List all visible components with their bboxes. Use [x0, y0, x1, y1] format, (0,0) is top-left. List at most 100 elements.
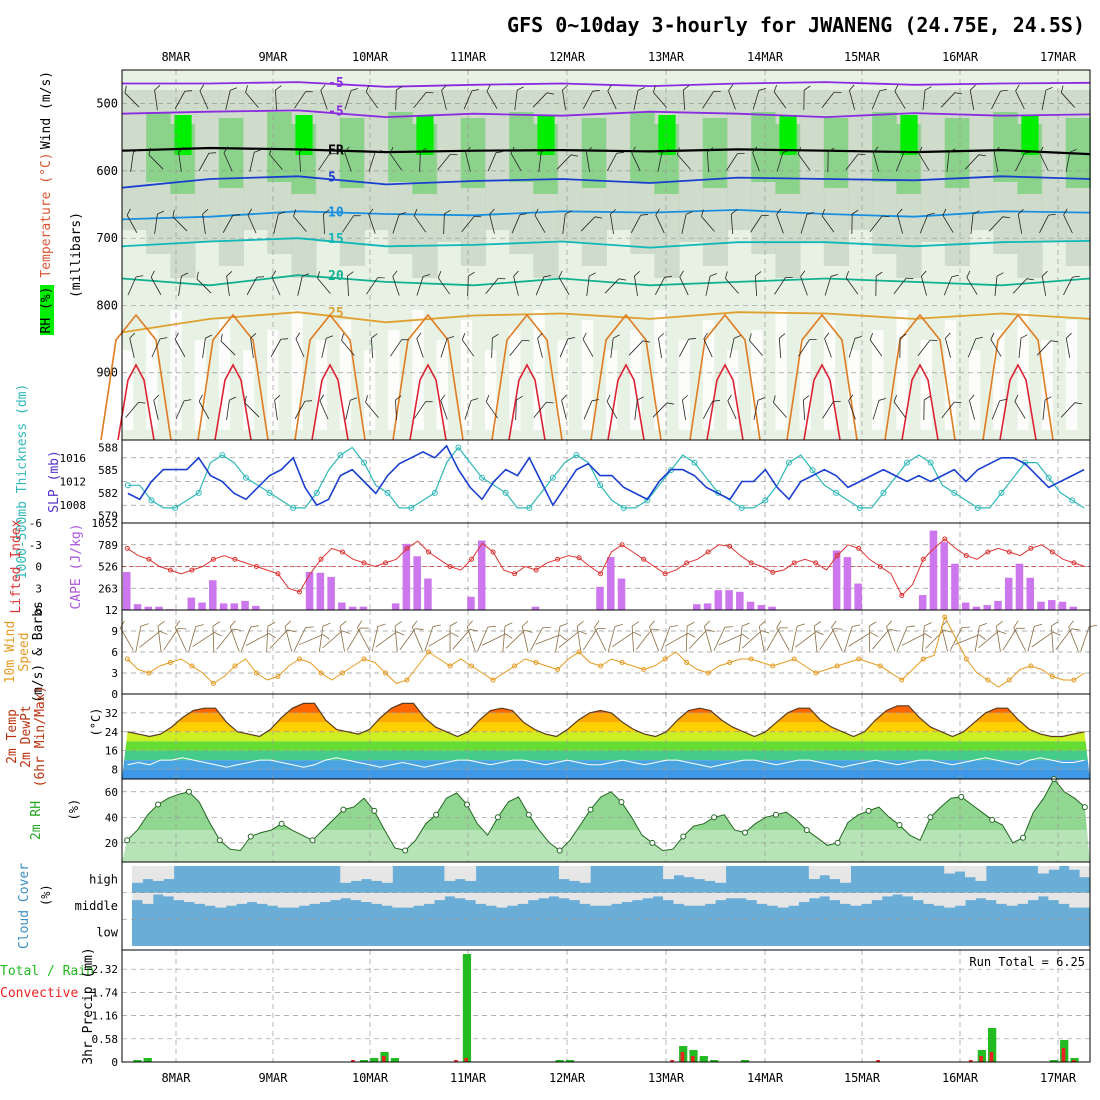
upper-wind-barb [269, 147, 283, 170]
barb-flag [776, 620, 782, 628]
barb-staff [1018, 338, 1022, 358]
cloud-gap-middle [996, 892, 1008, 904]
cloud-gap-middle [288, 892, 300, 908]
barb-staff [486, 91, 498, 109]
cloud-gap-middle [132, 892, 143, 901]
barb-staff [345, 400, 351, 420]
wind-speed-marker [404, 677, 410, 683]
upper-wind-barb [323, 209, 330, 235]
barb-flag [924, 86, 932, 91]
barb-flag [542, 626, 551, 629]
surface-wind-barb [703, 620, 712, 652]
barb-staff [266, 625, 269, 653]
barb-flag [395, 395, 402, 401]
surface-wind-barb [449, 621, 458, 652]
barb-staff [245, 92, 259, 108]
surface-wind-barb [872, 628, 898, 650]
upper-wind-barb [993, 146, 1000, 172]
rh2m-tick-1: 40 [105, 811, 118, 824]
upper-wind-barb [366, 277, 385, 295]
barb-staff [466, 626, 476, 652]
barb-staff [773, 402, 787, 418]
surface-wind-barb [766, 627, 788, 651]
surface-wind-barb [791, 623, 805, 652]
isotherm-label-2: FR [328, 143, 344, 158]
upper-wind-barb [437, 153, 458, 171]
rh-band-green [388, 112, 414, 182]
barb-staff [918, 153, 930, 171]
cloud-gap-middle [840, 892, 851, 904]
barb-flag [295, 332, 301, 340]
barb-staff [271, 276, 281, 296]
barb-flag [834, 628, 843, 630]
barb-flag [969, 394, 975, 401]
rh2m-marker [618, 798, 625, 805]
upper-wind-barb [630, 214, 648, 234]
barb-flag [220, 333, 223, 342]
upper-wind-barb [897, 208, 903, 234]
thickness-line [127, 446, 1085, 509]
upper-wind-barb [246, 276, 265, 295]
barb-flag [223, 146, 229, 154]
surface-wind-barb [738, 622, 750, 652]
cape-bar [1015, 563, 1024, 610]
barb-flag [305, 91, 313, 93]
cloud-gap-middle [788, 892, 799, 906]
barb-flag [894, 84, 899, 92]
isotherm-label-0: -5 [328, 76, 344, 91]
cloud-gap-middle [236, 892, 248, 904]
rh2m-marker [896, 821, 903, 828]
barb-flag [642, 340, 651, 343]
precip-total-bar [740, 1060, 750, 1062]
barb-flag [637, 396, 644, 401]
barb-flag [293, 209, 296, 217]
upper-wind-barb [178, 272, 189, 296]
rh2m-marker [649, 839, 656, 846]
upper-wind-barb [1065, 149, 1077, 172]
cloud-gap-middle [340, 892, 352, 899]
barb-staff [894, 91, 906, 109]
li-marker [447, 564, 453, 569]
barb-flag [474, 215, 482, 218]
upper-wind-barb [220, 333, 236, 356]
barb-flag [782, 149, 790, 153]
cape-bar [843, 557, 852, 610]
barb-staff [392, 276, 400, 296]
surface-wind-barb [886, 620, 896, 652]
surface-wind-barb [139, 631, 168, 648]
barb-flag [396, 85, 403, 91]
barb-staff [1063, 276, 1073, 296]
barb-staff [1080, 626, 1090, 652]
barb-flag [126, 208, 131, 216]
upper-wind-barb [821, 91, 842, 109]
rh-band-mid [606, 90, 632, 230]
isotherm-6 [121, 274, 1091, 287]
wind-speed-marker [210, 681, 216, 686]
cape-bar [359, 606, 368, 610]
upper-wind-barb [271, 270, 281, 296]
barb-staff [198, 401, 210, 419]
upper-wind-barb [679, 270, 689, 296]
barb-staff [246, 277, 258, 295]
li-marker [684, 560, 690, 566]
barb-flag [606, 394, 611, 402]
li-marker [318, 556, 324, 562]
barb-staff [845, 153, 859, 171]
upper-wind-barb [347, 271, 354, 297]
upper-wind-barb [851, 209, 859, 235]
barb-staff [682, 400, 686, 420]
barb-flag [686, 621, 695, 627]
barb-staff [178, 276, 182, 296]
cape-bar [1069, 606, 1078, 610]
barb-staff [800, 276, 808, 296]
barb-flag [342, 630, 351, 634]
barb-flag [341, 333, 344, 341]
temp-band-4 [122, 731, 1090, 742]
cape-bar [477, 540, 486, 610]
rh-clear-area [872, 330, 884, 430]
barb-staff [653, 92, 667, 108]
rh-band-green [218, 118, 244, 188]
barb-staff [1017, 214, 1023, 234]
rh-legend-line-0: RH (%) [39, 287, 54, 334]
upper-wind-barb [582, 332, 594, 357]
